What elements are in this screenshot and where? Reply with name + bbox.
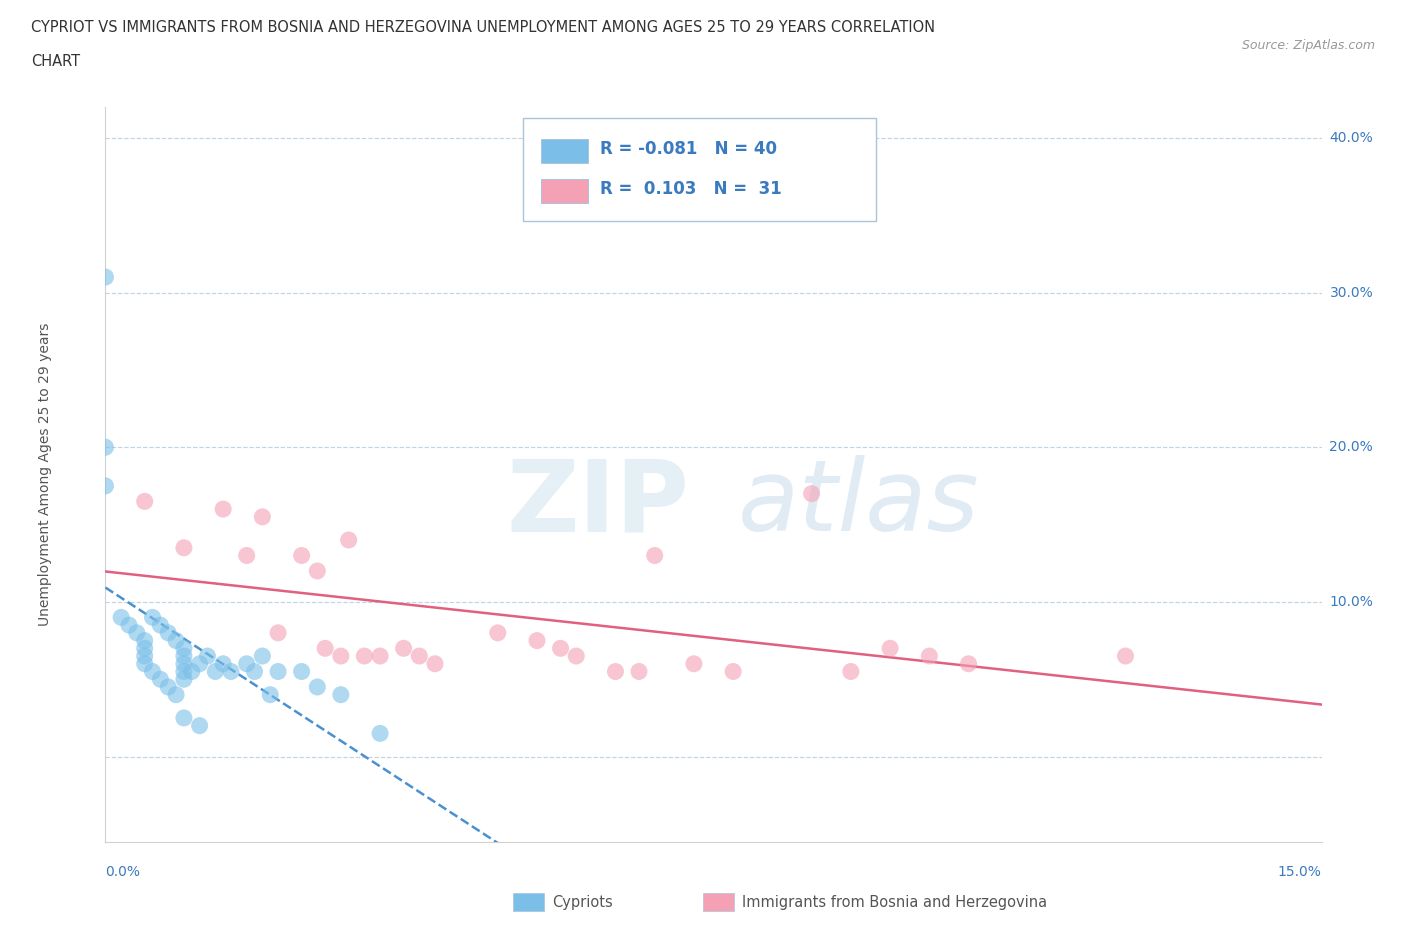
Point [110, 610, 132, 625]
Point [173, 641, 195, 656]
Point [149, 671, 172, 686]
Point [1114, 648, 1136, 663]
Point [314, 641, 336, 656]
Point [219, 664, 242, 679]
Point [721, 664, 744, 679]
Point [149, 618, 172, 632]
Point [134, 657, 156, 671]
Text: 20.0%: 20.0% [1330, 440, 1374, 454]
Point [800, 486, 823, 501]
Text: R =  0.103   N =  31: R = 0.103 N = 31 [600, 179, 782, 198]
Text: ZIP: ZIP [506, 455, 689, 552]
Point [307, 680, 329, 695]
Point [879, 641, 901, 656]
Point [368, 726, 391, 741]
Point [165, 687, 187, 702]
Point [141, 610, 163, 625]
Point [180, 664, 202, 679]
Point [212, 501, 235, 516]
Text: atlas: atlas [738, 455, 980, 552]
Point [565, 648, 588, 663]
Point [94, 478, 117, 493]
Point [329, 648, 352, 663]
Point [644, 548, 666, 563]
Point [291, 548, 314, 563]
Point [165, 633, 187, 648]
Point [550, 641, 572, 656]
Point [235, 548, 257, 563]
Point [134, 494, 156, 509]
Text: 0.0%: 0.0% [105, 865, 141, 879]
Point [329, 687, 352, 702]
Text: Unemployment Among Ages 25 to 29 years: Unemployment Among Ages 25 to 29 years [38, 323, 52, 626]
Text: 40.0%: 40.0% [1330, 131, 1374, 145]
Point [337, 533, 360, 548]
Point [252, 648, 274, 663]
Point [252, 510, 274, 525]
Point [957, 657, 980, 671]
Point [353, 648, 375, 663]
Text: Cypriots: Cypriots [553, 895, 613, 910]
Point [94, 270, 117, 285]
Text: 15.0%: 15.0% [1278, 865, 1322, 879]
Point [173, 671, 195, 686]
Point [118, 618, 141, 632]
Point [212, 657, 235, 671]
Point [173, 664, 195, 679]
Point [157, 680, 180, 695]
Point [173, 711, 195, 725]
Point [134, 648, 156, 663]
Point [267, 625, 290, 640]
Point [683, 657, 706, 671]
Point [243, 664, 266, 679]
Point [197, 648, 219, 663]
Point [134, 633, 156, 648]
Point [188, 657, 211, 671]
Point [259, 687, 281, 702]
Text: 30.0%: 30.0% [1330, 286, 1374, 299]
Point [627, 664, 650, 679]
Point [526, 633, 548, 648]
Point [839, 664, 862, 679]
Point [291, 664, 314, 679]
Point [204, 664, 226, 679]
Text: R = -0.081   N = 40: R = -0.081 N = 40 [600, 140, 778, 158]
Point [173, 657, 195, 671]
Point [368, 648, 391, 663]
Point [134, 641, 156, 656]
Point [125, 625, 148, 640]
Point [267, 664, 290, 679]
Text: Source: ZipAtlas.com: Source: ZipAtlas.com [1241, 39, 1375, 52]
Text: Immigrants from Bosnia and Herzegovina: Immigrants from Bosnia and Herzegovina [742, 895, 1047, 910]
Point [392, 641, 415, 656]
Point [307, 564, 329, 578]
Point [235, 657, 257, 671]
Point [188, 718, 211, 733]
Point [173, 648, 195, 663]
Text: CHART: CHART [31, 54, 80, 69]
Point [141, 664, 163, 679]
Point [408, 648, 430, 663]
Point [486, 625, 509, 640]
Text: 10.0%: 10.0% [1330, 595, 1374, 609]
Point [423, 657, 446, 671]
Point [918, 648, 941, 663]
Point [173, 540, 195, 555]
Point [605, 664, 627, 679]
Point [94, 440, 117, 455]
Point [157, 625, 180, 640]
Text: CYPRIOT VS IMMIGRANTS FROM BOSNIA AND HERZEGOVINA UNEMPLOYMENT AMONG AGES 25 TO : CYPRIOT VS IMMIGRANTS FROM BOSNIA AND HE… [31, 20, 935, 35]
